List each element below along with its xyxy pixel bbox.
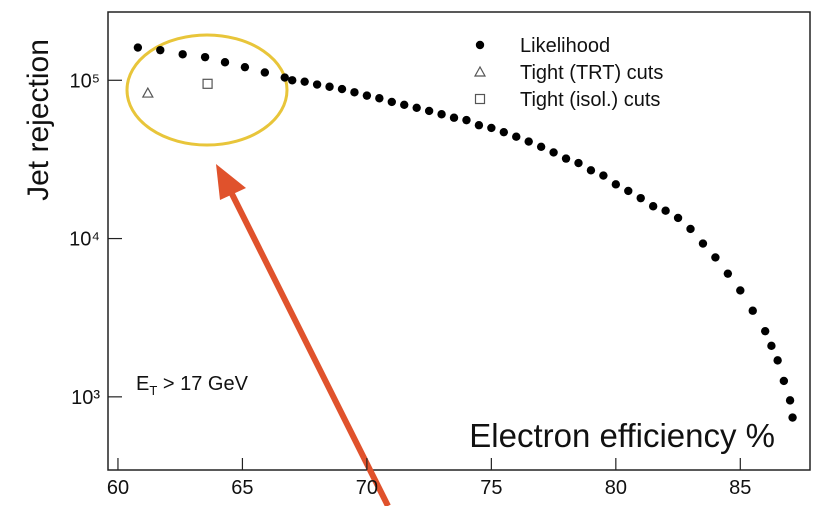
point — [711, 253, 720, 262]
point — [462, 115, 471, 125]
point — [723, 269, 733, 278]
point — [736, 286, 745, 295]
point — [779, 376, 789, 386]
point — [325, 82, 334, 91]
point — [300, 77, 309, 86]
point — [636, 193, 645, 203]
point — [424, 106, 434, 116]
point — [788, 413, 797, 422]
point — [133, 43, 143, 52]
point — [220, 58, 230, 67]
x-tick-label: 80 — [605, 477, 627, 499]
point — [387, 97, 396, 107]
x-tick-label: 75 — [480, 477, 502, 499]
x-tick-label: 70 — [356, 477, 378, 499]
legend-label: Tight (isol.) cuts — [520, 89, 660, 111]
point — [178, 50, 187, 59]
arrow-head — [216, 164, 246, 200]
point — [412, 103, 421, 113]
x-axis-label: Electron efficiency % — [469, 417, 775, 454]
annotation: ET > 17 GeV — [136, 373, 249, 398]
point — [785, 396, 795, 405]
point — [767, 341, 776, 351]
point — [599, 171, 608, 180]
point — [474, 121, 484, 130]
point — [748, 306, 757, 315]
arrow-shaft — [227, 188, 391, 506]
point — [686, 224, 695, 234]
y-tick-label: 10³ — [71, 387, 100, 409]
point — [362, 91, 372, 100]
highlight-ellipse — [125, 33, 289, 147]
point — [624, 186, 633, 196]
y-tick-label: 10⁵ — [69, 70, 100, 92]
point — [499, 127, 509, 137]
point — [549, 148, 558, 157]
point — [487, 123, 496, 133]
point — [536, 142, 546, 151]
point — [648, 202, 658, 211]
point — [260, 68, 270, 77]
x-tick-label: 85 — [729, 477, 751, 499]
point — [350, 88, 359, 97]
legend-label: Likelihood — [520, 35, 610, 57]
point — [611, 180, 621, 189]
point — [661, 206, 670, 215]
annotation-tail: > 17 GeV — [157, 373, 248, 395]
point — [312, 80, 322, 89]
point — [202, 78, 213, 89]
point — [375, 94, 384, 103]
point — [512, 132, 521, 141]
point — [141, 86, 154, 98]
point — [698, 239, 708, 248]
point — [760, 326, 770, 336]
point — [200, 52, 210, 62]
point — [586, 166, 596, 175]
plot-frame — [107, 11, 811, 471]
legend-marker — [474, 93, 486, 105]
x-tick-label: 60 — [107, 477, 129, 499]
y-axis-label: Jet rejection — [22, 39, 55, 201]
point — [574, 158, 583, 168]
point — [337, 84, 347, 94]
point — [524, 137, 533, 146]
annotation-sub: T — [149, 383, 157, 398]
point — [156, 45, 165, 55]
point — [561, 154, 571, 163]
legend-label: Tight (TRT) cuts — [520, 62, 663, 84]
point — [673, 213, 683, 223]
x-tick-label: 65 — [231, 477, 253, 499]
point — [400, 100, 409, 109]
legend-marker — [475, 40, 485, 50]
legend-marker — [473, 65, 487, 77]
point — [240, 62, 250, 72]
point — [288, 76, 297, 85]
point — [773, 356, 782, 365]
point — [437, 110, 446, 119]
y-tick-label: 10⁴ — [69, 229, 100, 251]
point — [449, 113, 459, 122]
point — [280, 73, 289, 82]
annotation-base: E — [136, 373, 149, 395]
